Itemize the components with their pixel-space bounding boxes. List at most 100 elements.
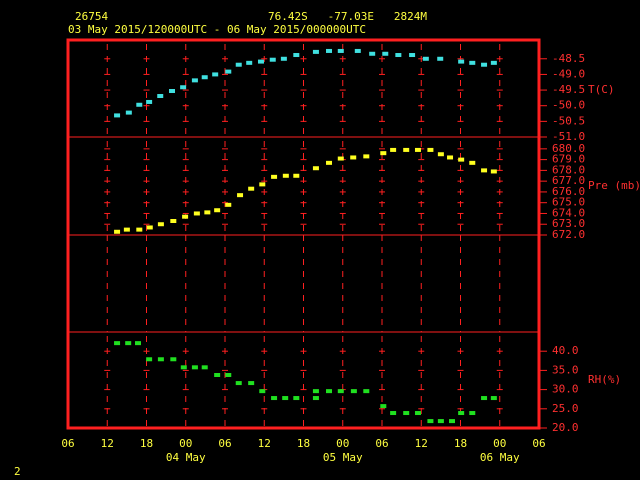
data-point — [225, 373, 232, 378]
x-tick-label: 12 — [258, 437, 271, 450]
data-point — [157, 222, 164, 227]
data-point — [395, 53, 402, 58]
data-point — [382, 51, 389, 56]
data-point — [458, 59, 465, 64]
data-point — [170, 219, 177, 223]
data-point — [123, 227, 130, 232]
data-point — [293, 396, 300, 401]
data-point — [337, 48, 344, 53]
data-point — [214, 208, 221, 213]
data-point — [350, 155, 357, 160]
y-tick-label: -50.5 — [552, 114, 585, 127]
data-point — [191, 365, 198, 370]
data-point — [490, 60, 497, 65]
data-point — [312, 166, 319, 171]
data-point — [458, 411, 465, 416]
data-point — [180, 365, 187, 370]
data-point — [363, 154, 370, 159]
x-tick-label: 00 — [336, 437, 349, 450]
y-tick-label: 674.0 — [552, 206, 585, 219]
date-label: 06 May — [480, 451, 520, 464]
data-point — [193, 211, 200, 216]
data-point — [448, 419, 455, 424]
date-label: 04 May — [166, 451, 206, 464]
data-point — [437, 419, 444, 424]
data-point — [469, 411, 476, 416]
y-tick-label: 676.0 — [552, 185, 585, 198]
data-point — [191, 78, 198, 83]
data-point — [201, 75, 208, 80]
data-point — [380, 404, 387, 409]
station-id: 26754 — [75, 10, 108, 23]
data-point — [125, 341, 132, 346]
data-point — [427, 147, 434, 152]
page-number: 2 — [14, 465, 21, 478]
data-point — [326, 48, 333, 53]
data-point — [326, 389, 333, 394]
data-point — [114, 341, 121, 346]
data-point — [235, 62, 242, 67]
x-tick-label: 18 — [140, 437, 153, 450]
data-point — [180, 85, 187, 90]
data-point — [280, 56, 287, 61]
y-tick-label: 20.0 — [552, 421, 579, 434]
station-location: 76.42S -77.03E 2824M — [268, 10, 427, 23]
x-tick-label: 00 — [493, 437, 506, 450]
y-tick-label: 40.0 — [552, 344, 579, 357]
data-point — [293, 173, 300, 178]
data-point — [114, 113, 121, 118]
x-tick-label: 06 — [375, 437, 388, 450]
data-point — [269, 57, 276, 62]
data-point — [326, 160, 333, 165]
x-tick-label: 18 — [454, 437, 467, 450]
x-tick-label: 00 — [179, 437, 192, 450]
y-tick-label: 672.0 — [552, 228, 585, 241]
data-point — [271, 396, 278, 401]
data-point — [214, 373, 221, 378]
data-point — [437, 152, 444, 157]
data-point — [201, 365, 208, 370]
data-point — [235, 381, 242, 386]
data-point — [136, 102, 143, 107]
y-tick-label: 673.0 — [552, 217, 585, 230]
data-point — [257, 59, 264, 64]
data-point — [225, 69, 232, 74]
y-tick-label: -49.0 — [552, 67, 585, 80]
date-label: 05 May — [323, 451, 363, 464]
data-point — [146, 99, 153, 104]
data-point — [169, 89, 176, 94]
data-point — [458, 157, 465, 162]
data-point — [237, 193, 244, 198]
y-tick-label: 30.0 — [552, 383, 579, 396]
data-point — [380, 151, 387, 156]
data-point — [403, 411, 410, 416]
data-point — [469, 60, 476, 65]
data-point — [246, 60, 253, 65]
data-point — [157, 94, 164, 99]
data-point — [146, 225, 153, 230]
data-point — [414, 147, 421, 152]
y-tick-label: 680.0 — [552, 142, 585, 155]
data-point — [248, 381, 255, 386]
y-tick-label: 25.0 — [552, 402, 579, 415]
data-point — [182, 214, 189, 219]
data-point — [125, 110, 132, 115]
data-point — [259, 389, 266, 394]
y-tick-label: -48.5 — [552, 52, 585, 65]
frame — [66, 38, 541, 430]
data-point — [146, 357, 153, 362]
y-tick-label: 677.0 — [552, 174, 585, 187]
x-tick-label: 06 — [532, 437, 545, 450]
data-point — [481, 62, 488, 67]
data-point — [409, 53, 416, 58]
y-tick-label: 675.0 — [552, 196, 585, 209]
data-point — [337, 389, 344, 394]
data-point — [390, 411, 397, 416]
data-point — [390, 147, 397, 152]
data-point — [271, 174, 278, 179]
data-point — [437, 56, 444, 61]
data-point — [422, 56, 429, 61]
data-point — [481, 396, 488, 401]
data-point — [248, 186, 255, 191]
